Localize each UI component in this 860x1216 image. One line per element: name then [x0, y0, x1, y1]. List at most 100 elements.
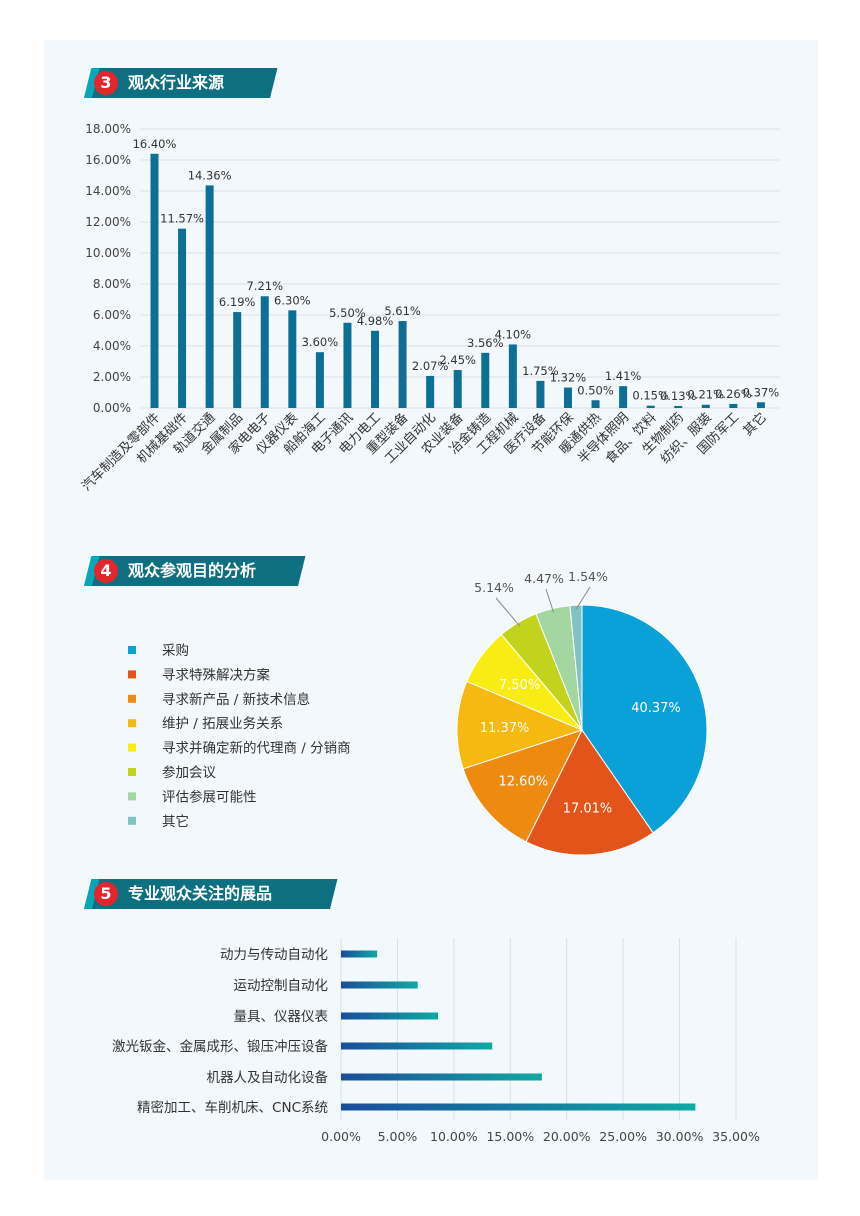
hbar: [341, 1103, 696, 1111]
bar-value-label: 16.40%: [133, 137, 177, 151]
hbar-category-label: 激光钣金、金属成形、锻压冲压设备: [112, 1038, 328, 1055]
bar: [288, 310, 297, 408]
pie-slice: [569, 604, 583, 731]
pie-value-label: 7.50%: [499, 678, 540, 693]
bar: [150, 153, 159, 408]
bar: [536, 380, 545, 408]
bar: [398, 321, 407, 408]
bar: [729, 403, 738, 408]
x-tick-label: 20.00%: [543, 1129, 591, 1144]
y-tick-label: 14.00%: [85, 184, 131, 198]
industry-bar-chart: 0.00% 2.00% 4.00% 6.00% 8.00% 10.00% 12.00% 14.…: [78, 122, 780, 494]
bar: [481, 352, 490, 408]
legend-label: 其它: [162, 813, 189, 830]
bar-value-label: 5.50%: [329, 306, 366, 320]
bar-value-label: 0.13%: [660, 389, 697, 403]
y-tick-label: 12.00%: [85, 215, 131, 229]
bar-value-label: 0.21%: [688, 388, 725, 402]
legend-label: 维护 / 拓展业务关系: [162, 716, 283, 732]
section-title: 专业观众关注的展品: [128, 884, 273, 903]
pie-leader-line: [495, 597, 521, 627]
bar: [178, 228, 187, 408]
section-number-badge: 3: [94, 71, 118, 95]
bar-value-label: 7.21%: [246, 279, 283, 293]
hbar: [341, 1073, 542, 1081]
bar-value-label: 0.15%: [632, 389, 669, 403]
legend-swatch: [128, 646, 136, 654]
bar-value-label: 1.75%: [522, 364, 559, 378]
legend-swatch: [128, 743, 136, 752]
hbar: [341, 950, 378, 958]
bar: [508, 344, 517, 408]
legend-label: 参加会议: [162, 764, 216, 781]
hbar-category-label: 运动控制自动化: [234, 978, 329, 994]
legend-swatch: [128, 719, 136, 728]
x-tick-label: 35.00%: [712, 1129, 760, 1144]
bar: [233, 312, 242, 408]
pie-value-label: 11.37%: [480, 721, 530, 736]
hbar: [341, 981, 418, 989]
x-tick-label: 15.00%: [486, 1129, 534, 1144]
legend-swatch: [128, 816, 136, 825]
legend-swatch: [128, 768, 136, 776]
x-tick-label: 30.00%: [656, 1129, 704, 1144]
category-label: 其它: [740, 410, 770, 440]
section-number-badge: 4: [94, 559, 118, 583]
bar-value-label: 2.45%: [439, 353, 476, 367]
legend-swatch: [128, 694, 136, 703]
pie-leader-line: [545, 588, 555, 613]
x-tick-label: 25.00%: [599, 1129, 647, 1144]
bar: [205, 185, 214, 408]
pie-slice: [462, 729, 583, 843]
bar-value-label: 1.41%: [605, 369, 642, 383]
legend-label: 评估参展可能性: [162, 788, 257, 805]
pie-value-label: 1.54%: [568, 569, 608, 584]
y-tick-label: 8.00%: [93, 277, 131, 291]
bar-value-label: 4.98%: [357, 314, 394, 328]
bar: [315, 352, 324, 408]
section-number-badge: 5: [94, 882, 118, 906]
bar-value-label: 5.61%: [384, 304, 421, 318]
bar-value-label: 2.07%: [412, 359, 449, 373]
bar: [756, 402, 765, 408]
bar: [371, 330, 380, 408]
pie-value-label: 5.14%: [474, 580, 514, 595]
bar: [260, 296, 269, 408]
legend-label: 采购: [162, 643, 189, 659]
pie-slice: [581, 604, 708, 834]
hbar: [341, 1012, 439, 1020]
pie-value-label: 17.01%: [563, 801, 613, 816]
bar-value-label: 3.60%: [302, 335, 339, 349]
bar-value-label: 11.57%: [160, 212, 204, 226]
bar-value-label: 6.30%: [274, 293, 311, 307]
bar-value-label: 0.50%: [577, 383, 614, 397]
bar: [426, 375, 435, 408]
bar: [674, 405, 683, 408]
hbar-category-label: 量具、仪器仪表: [234, 1009, 329, 1025]
x-tick-label: 0.00%: [321, 1129, 361, 1144]
y-tick-label: 6.00%: [93, 308, 131, 322]
hbar-category-label: 动力与传动自动化: [220, 947, 328, 963]
x-tick-label: 5.00%: [378, 1129, 418, 1144]
section-title: 观众参观目的分析: [128, 561, 257, 580]
y-tick-label: 10.00%: [85, 246, 131, 260]
hbar-category-label: 精密加工、车削机床、CNC系统: [137, 1099, 328, 1116]
hbar: [341, 1042, 493, 1050]
bar-value-label: 3.56%: [467, 336, 504, 350]
y-tick-label: 18.00%: [85, 122, 131, 136]
bar-value-label: 0.26%: [715, 387, 752, 401]
bar-value-label: 0.37%: [743, 385, 780, 399]
hbar-category-label: 机器人及自动化设备: [207, 1069, 329, 1086]
pie-slice: [525, 729, 654, 856]
y-tick-label: 2.00%: [93, 370, 131, 384]
pie-slice: [456, 680, 584, 770]
bar: [646, 405, 655, 408]
bar: [453, 370, 462, 408]
bar: [701, 404, 710, 408]
legend-swatch: [128, 792, 136, 801]
pie-value-label: 12.60%: [499, 775, 549, 790]
section-title: 观众行业来源: [128, 73, 225, 92]
pie-value-label: 40.37%: [631, 701, 681, 716]
y-tick-label: 16.00%: [85, 153, 131, 167]
